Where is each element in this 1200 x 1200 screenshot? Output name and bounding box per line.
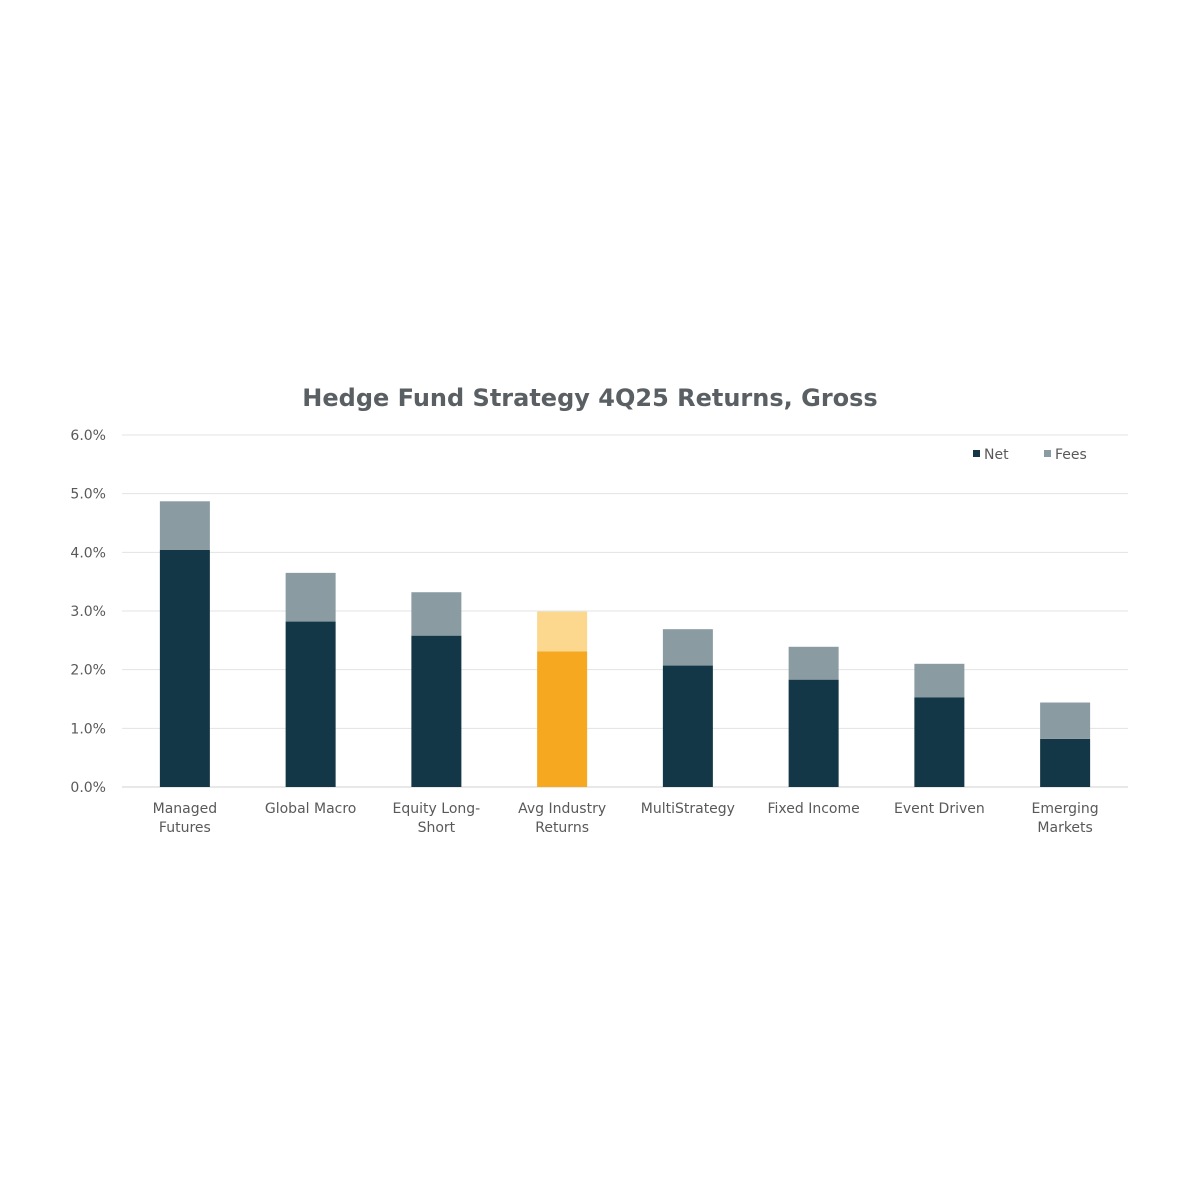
bar-net-6 [788, 679, 839, 787]
bar-fees-7 [914, 663, 965, 698]
x-tick-label: Emerging [1032, 801, 1099, 817]
y-tick-label: 4.0% [70, 545, 106, 561]
legend-label-net: Net [984, 447, 1009, 463]
grid-lines [122, 434, 1128, 788]
bar-fees-6 [788, 646, 839, 680]
bar-net-7 [914, 697, 965, 787]
legend-label-fees: Fees [1055, 447, 1087, 463]
bar-fees-1 [159, 501, 210, 550]
legend: Net Fees [973, 447, 1087, 463]
y-axis-ticks: 0.0% 1.0% 2.0% 3.0% 4.0% 5.0% 6.0% [70, 428, 106, 796]
bar-net-3 [411, 635, 462, 787]
y-tick-label: 2.0% [70, 663, 106, 679]
y-tick-label: 5.0% [70, 487, 106, 503]
x-tick-label: Markets [1037, 820, 1092, 836]
bar-fees-5 [662, 629, 713, 666]
bar-net-4 [537, 651, 588, 787]
chart-title: Hedge Fund Strategy 4Q25 Returns, Gross [302, 384, 877, 412]
y-tick-label: 0.0% [70, 780, 106, 796]
bar-net-5 [662, 665, 713, 787]
bar-net-2 [285, 621, 336, 787]
bar-fees-4 [537, 611, 588, 652]
x-tick-label: MultiStrategy [641, 801, 735, 817]
x-tick-label: Event Driven [894, 801, 985, 817]
x-tick-label: Futures [159, 820, 211, 836]
legend-swatch-net [973, 450, 980, 457]
x-tick-label: Managed [153, 801, 218, 817]
y-tick-label: 1.0% [70, 721, 106, 737]
bar-fees-3 [411, 592, 462, 636]
bar-fees-2 [285, 572, 336, 622]
y-tick-label: 6.0% [70, 428, 106, 444]
bar-fees-8 [1040, 702, 1091, 739]
x-axis-labels: Managed Futures Global Macro Equity Long- Sh… [153, 801, 1099, 836]
bar-net-1 [159, 549, 210, 787]
x-tick-label: Global Macro [265, 801, 356, 817]
x-tick-label: Short [418, 820, 456, 836]
bars [159, 501, 1091, 787]
x-tick-label: Fixed Income [768, 801, 860, 817]
y-tick-label: 3.0% [70, 604, 106, 620]
bar-net-8 [1040, 738, 1091, 787]
legend-swatch-fees [1044, 450, 1051, 457]
x-tick-label: Avg Industry [518, 801, 606, 817]
x-tick-label: Returns [535, 820, 589, 836]
x-tick-label: Equity Long- [393, 801, 481, 817]
